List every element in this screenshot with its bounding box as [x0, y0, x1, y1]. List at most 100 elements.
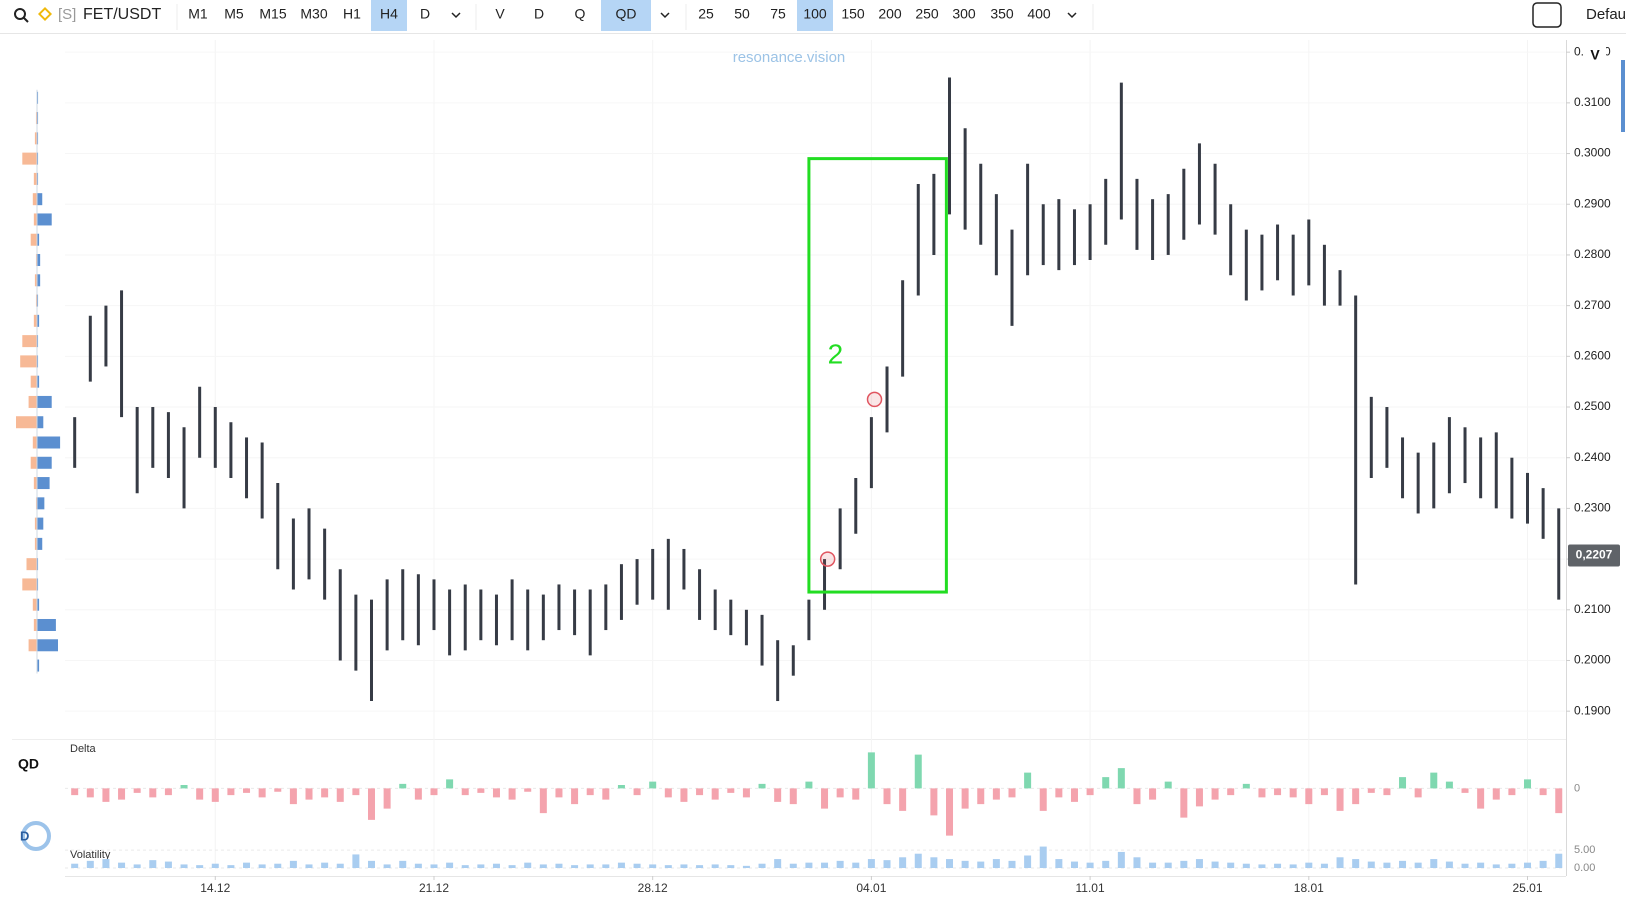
toolbar-button[interactable]: D	[420, 6, 430, 22]
indicator-bar	[649, 781, 657, 789]
indicator-bar	[789, 788, 797, 805]
axis-button[interactable]: V	[1590, 47, 1600, 63]
toolbar-button[interactable]: D	[534, 6, 544, 22]
y-tick-label: 0.2500	[1574, 399, 1611, 413]
profile-buy	[37, 436, 61, 449]
indicator-bar	[571, 865, 579, 868]
indicator-bar	[430, 788, 438, 796]
indicator-bar	[1024, 772, 1032, 789]
indicator-bar	[243, 788, 251, 793]
indicator-bar	[602, 788, 610, 800]
profile-sell	[34, 132, 37, 145]
dropdown-chevron[interactable]	[451, 12, 461, 19]
indicator-bar	[133, 864, 141, 868]
indicator-bar	[680, 864, 688, 868]
toolbar-button[interactable]: QD	[616, 6, 637, 22]
toolbar: [S] FET/USDT Defau M1 M5 M15 M30 H1 H4 D V D Q QD 2…	[0, 0, 1626, 34]
indicator-bar	[336, 788, 344, 802]
profile-buy	[37, 395, 52, 408]
indicator-bar	[1367, 861, 1375, 868]
toolbar-button[interactable]: M1	[188, 6, 208, 22]
profile-buy	[37, 477, 50, 490]
indicator-bar	[961, 860, 969, 868]
dropdown-chevron[interactable]	[660, 12, 670, 19]
indicator-bar	[352, 854, 360, 868]
indicator-bar	[1211, 861, 1219, 868]
indicator-bar	[914, 853, 922, 868]
indicator-bar	[899, 857, 907, 868]
toolbar-button[interactable]: V	[495, 6, 505, 22]
toolbar-button[interactable]: 150	[841, 6, 865, 22]
indicator-bar	[227, 865, 235, 868]
layout-name[interactable]: Defau	[1586, 6, 1626, 23]
indicator-bar	[102, 788, 110, 802]
search-icon[interactable]	[14, 8, 29, 23]
toolbar-button[interactable]: 350	[990, 6, 1014, 22]
indicator-bar	[1445, 781, 1453, 789]
indicator-bar	[1180, 860, 1188, 868]
toolbar-button[interactable]: H1	[343, 6, 361, 22]
indicator-bar	[821, 862, 829, 868]
indicator-bar	[477, 864, 485, 868]
toolbar-button[interactable]: 75	[770, 6, 786, 22]
profile-buy	[37, 193, 43, 206]
toolbar-button[interactable]: Q	[575, 6, 586, 22]
indicator-bar	[508, 865, 516, 868]
toolbar-button[interactable]: 25	[698, 6, 714, 22]
active-button-bg	[797, 0, 833, 31]
toolbar-button[interactable]: H4	[380, 6, 398, 22]
toolbar-button[interactable]: 250	[915, 6, 939, 22]
toolbar-button[interactable]: M15	[259, 6, 286, 22]
indicator-bar	[1070, 788, 1078, 802]
x-tick-label: 04.01	[856, 881, 886, 895]
indicator-bar	[946, 788, 954, 836]
indicator-bar	[336, 863, 344, 868]
indicator-bar	[1227, 862, 1235, 868]
toolbar-button[interactable]: 200	[878, 6, 902, 22]
indicator-bar	[1149, 788, 1157, 800]
indicator-bar	[399, 783, 407, 789]
profile-sell	[32, 193, 37, 206]
annotation-label: 2	[828, 339, 844, 370]
profile-buy	[37, 537, 43, 550]
indicator-bar	[1336, 788, 1344, 811]
y-tick-label: 0.1900	[1574, 703, 1611, 717]
indicator-bar	[289, 860, 297, 868]
toolbar-button[interactable]: 400	[1027, 6, 1051, 22]
profile-sell	[34, 517, 37, 530]
layout-button[interactable]	[1532, 2, 1562, 28]
indicator-bar	[977, 861, 985, 868]
symbol[interactable]: FET/USDT	[83, 6, 161, 23]
active-button-bg	[371, 0, 407, 31]
indicator-bar	[946, 859, 954, 868]
profile-buy	[37, 517, 44, 530]
indicator-bar	[1039, 846, 1047, 868]
profile-sell	[30, 375, 37, 388]
indicator-bar	[180, 785, 188, 789]
indicator-bar	[1117, 851, 1125, 868]
signal-marker	[819, 551, 836, 567]
toolbar-button[interactable]: M5	[224, 6, 244, 22]
indicator-bar	[196, 788, 204, 800]
x-tick-label: 28.12	[638, 881, 668, 895]
indicator-bar	[1086, 788, 1094, 796]
indicator-bar	[71, 788, 79, 796]
annotation-box[interactable]	[807, 157, 948, 594]
indicator-bar	[1024, 855, 1032, 868]
indicator-bar	[133, 788, 141, 793]
indicator-bar	[1445, 861, 1453, 868]
scrollbar[interactable]	[1621, 60, 1625, 132]
dropdown-chevron[interactable]	[1067, 12, 1077, 19]
indicator-bar	[774, 788, 782, 802]
indicator-bar	[180, 864, 188, 868]
toolbar-button[interactable]: M30	[300, 6, 327, 22]
toolbar-button[interactable]: 50	[734, 6, 750, 22]
toolbar-button[interactable]: 100	[803, 6, 827, 22]
toolbar-button[interactable]: 300	[952, 6, 976, 22]
profile-buy	[37, 416, 44, 429]
indicator-bar	[1133, 857, 1141, 868]
indicator-bar	[1430, 859, 1438, 868]
indicator-bar	[1289, 788, 1297, 798]
